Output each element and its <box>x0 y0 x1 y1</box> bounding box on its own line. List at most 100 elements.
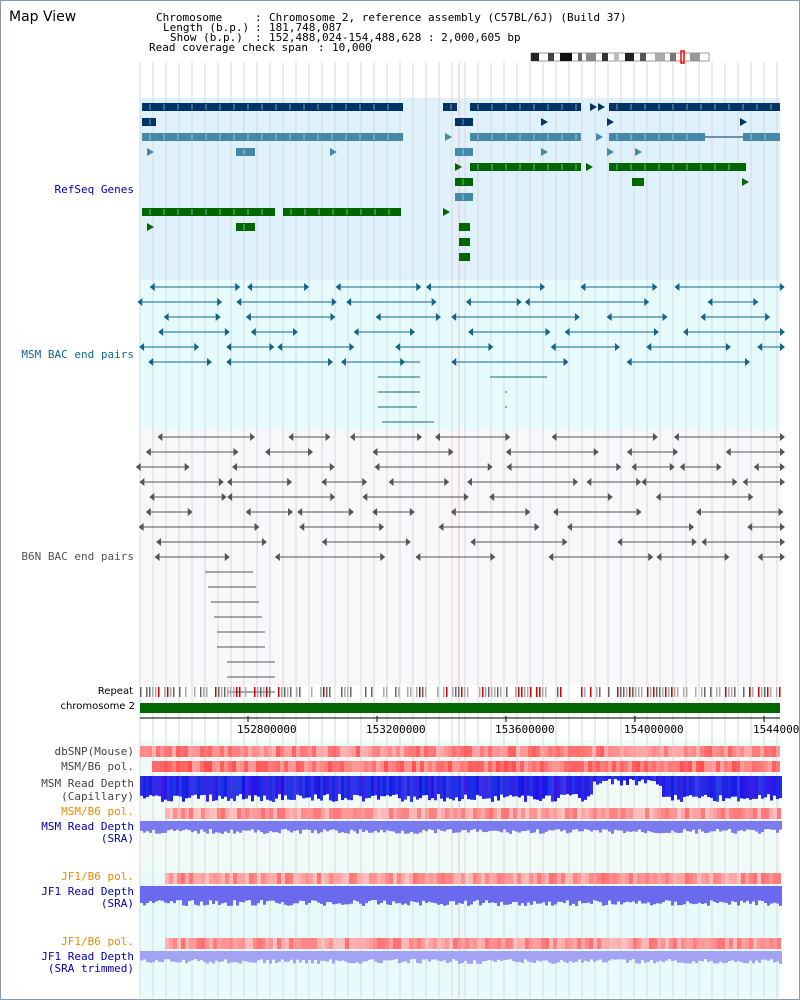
read-depth-bar <box>266 776 269 800</box>
read-depth-bar <box>509 776 512 796</box>
read-depth-bar <box>635 886 638 904</box>
bac-end-marker <box>349 343 355 351</box>
read-depth-bar <box>449 821 452 830</box>
read-depth-bar <box>545 821 548 832</box>
read-depth-bar <box>227 951 230 964</box>
bac-end-marker <box>646 343 652 351</box>
heatmap-cell <box>289 873 293 884</box>
heatmap-cell <box>309 938 313 949</box>
read-depth-bar <box>758 821 761 834</box>
heatmap-cell <box>609 808 613 819</box>
bac-end-marker <box>224 328 230 336</box>
read-depth-bar <box>506 951 509 960</box>
bac-end-marker <box>410 328 416 336</box>
bac-end-marker <box>139 343 145 351</box>
heatmap-cell <box>732 761 736 772</box>
heatmap-cell <box>453 808 457 819</box>
read-depth-bar <box>473 821 476 830</box>
read-depth-bar <box>365 951 368 962</box>
ideogram-band <box>625 53 634 61</box>
heatmap-cell <box>736 761 740 772</box>
heatmap-cell <box>440 761 444 772</box>
read-depth-bar <box>260 951 263 960</box>
repeat-mark <box>224 687 226 697</box>
heatmap-cell <box>777 938 781 949</box>
read-depth-bar <box>674 821 677 833</box>
heatmap-cell <box>528 761 532 772</box>
heatmap-cell <box>576 761 580 772</box>
heatmap-cell <box>456 746 460 757</box>
read-depth-bar <box>467 821 470 833</box>
heatmap-cell <box>509 938 513 949</box>
heatmap-cell <box>521 873 525 884</box>
heatmap-cell <box>368 746 372 757</box>
read-depth-bar <box>170 886 173 902</box>
read-depth-bar <box>521 821 524 832</box>
bac-end-marker <box>641 478 647 486</box>
repeat-mark <box>482 687 484 697</box>
heatmap-cell <box>737 873 741 884</box>
read-depth-bar <box>554 821 557 830</box>
bac-end-marker <box>215 313 221 321</box>
read-depth-bar <box>353 821 356 832</box>
read-depth-bar <box>605 821 608 830</box>
read-depth-bar <box>653 776 656 782</box>
read-depth-bar <box>656 886 659 904</box>
read-depth-bar <box>578 821 581 832</box>
heatmap-cell <box>705 808 709 819</box>
heatmap-cell <box>436 761 440 772</box>
heatmap-cell <box>545 873 549 884</box>
ideogram-band <box>655 53 665 61</box>
bac-end-marker <box>540 283 546 291</box>
heatmap-cell <box>497 938 501 949</box>
read-depth-bar <box>644 821 647 834</box>
heatmap-cell <box>764 746 768 757</box>
read-depth-bar <box>431 776 434 799</box>
heatmap-cell <box>444 746 448 757</box>
read-depth-bar <box>716 821 719 830</box>
read-depth-bar <box>566 776 569 795</box>
read-depth-bar <box>224 886 227 903</box>
bac-end-marker <box>137 298 143 306</box>
bac-end-marker <box>636 508 642 516</box>
heatmap-cell <box>429 938 433 949</box>
heatmap-cell <box>424 761 428 772</box>
read-depth-bar <box>692 886 695 905</box>
heatmap-cell <box>573 873 577 884</box>
read-depth-bar <box>548 886 551 902</box>
read-depth-bar <box>650 886 653 906</box>
heatmap-cell <box>413 873 417 884</box>
heatmap-cell <box>600 761 604 772</box>
read-depth-bar <box>743 886 746 903</box>
heatmap-cell <box>241 873 245 884</box>
heatmap-cell <box>277 808 281 819</box>
repeat-mark <box>326 687 328 697</box>
heatmap-cell <box>441 873 445 884</box>
heatmap-cell <box>489 808 493 819</box>
heatmap-cell <box>160 761 164 772</box>
read-depth-bar <box>488 821 491 831</box>
heatmap-cell <box>180 761 184 772</box>
read-depth-bar <box>335 886 338 904</box>
bac-end-marker <box>780 463 785 471</box>
heatmap-cell <box>704 761 708 772</box>
repeat-mark <box>677 687 679 697</box>
gene-strand-arrow <box>740 118 747 126</box>
heatmap-cell <box>525 808 529 819</box>
read-depth-bar <box>140 951 143 961</box>
read-depth-bar <box>407 951 410 964</box>
repeat-mark <box>227 687 229 697</box>
gene-strand-arrow <box>455 163 462 171</box>
ideogram-band <box>578 53 582 61</box>
read-depth-bar <box>494 776 497 797</box>
bac-end-marker <box>487 463 493 471</box>
read-depth-bar <box>257 821 260 830</box>
heatmap-cell <box>369 938 373 949</box>
read-depth-bar <box>467 886 470 906</box>
heatmap-cell <box>433 873 437 884</box>
heatmap-cell <box>485 808 489 819</box>
heatmap-cell <box>437 873 441 884</box>
read-depth-bar <box>161 776 164 802</box>
read-depth-bar <box>506 776 509 797</box>
read-depth-bar <box>656 951 659 962</box>
